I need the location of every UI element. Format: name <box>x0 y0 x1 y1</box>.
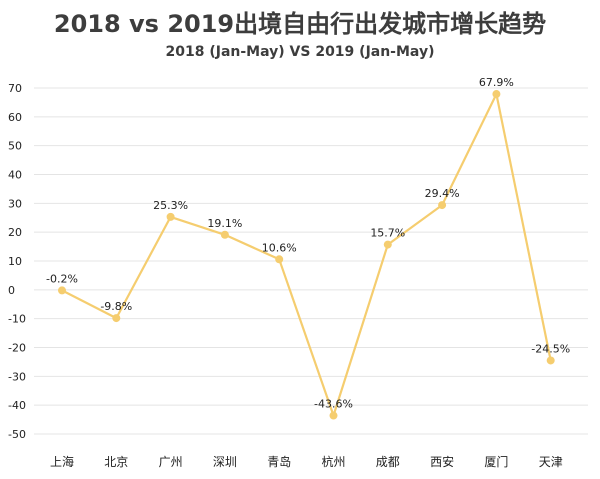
data-label: -43.6% <box>314 398 353 411</box>
y-tick-label: -10 <box>8 313 26 326</box>
data-point <box>546 356 555 365</box>
x-tick-label: 青岛 <box>267 454 291 469</box>
y-tick-label: 60 <box>8 111 22 124</box>
y-tick-label: 0 <box>8 284 15 297</box>
y-tick-label: 30 <box>8 197 22 210</box>
x-tick-label: 西安 <box>430 454 454 469</box>
x-tick-label: 广州 <box>159 455 183 469</box>
data-point <box>329 411 338 420</box>
y-tick-label: 50 <box>8 140 22 153</box>
data-label: 67.9% <box>479 76 514 89</box>
data-point <box>275 255 284 264</box>
data-label: -24.5% <box>531 342 570 355</box>
data-label: -0.2% <box>46 272 78 285</box>
x-tick-label: 杭州 <box>321 454 345 469</box>
y-tick-label: 40 <box>8 169 22 182</box>
data-label: 19.1% <box>207 217 242 230</box>
data-label: 25.3% <box>153 199 188 212</box>
data-label: 10.6% <box>262 241 297 254</box>
y-tick-label: -30 <box>8 370 26 383</box>
x-tick-label: 厦门 <box>484 454 508 469</box>
chart-title: 2018 vs 2019出境自由行出发城市增长趋势 <box>53 10 547 38</box>
x-tick-label: 北京 <box>104 455 128 469</box>
data-point <box>383 240 392 249</box>
x-tick-label: 上海 <box>50 454 74 469</box>
y-tick-label: -50 <box>8 428 26 441</box>
y-tick-label: -40 <box>8 399 26 412</box>
chart-subtitle: 2018 (Jan-May) VS 2019 (Jan-May) <box>165 44 435 60</box>
data-point <box>438 201 447 210</box>
data-point <box>166 212 175 221</box>
x-tick-label: 深圳 <box>213 455 237 469</box>
x-tick-label: 成都 <box>376 455 400 469</box>
y-tick-label: 10 <box>8 255 22 268</box>
data-label: 15.7% <box>370 227 405 240</box>
x-tick-label: 天津 <box>539 455 563 469</box>
data-point <box>492 90 501 99</box>
data-point <box>112 314 121 323</box>
series-line <box>61 92 552 417</box>
y-tick-label: -20 <box>8 342 26 355</box>
data-label: -9.8% <box>100 300 132 313</box>
y-tick-label: 70 <box>8 82 22 95</box>
data-label: 29.4% <box>425 187 460 200</box>
data-point <box>220 230 229 239</box>
data-point <box>58 286 66 295</box>
y-tick-label: 20 <box>8 226 22 239</box>
